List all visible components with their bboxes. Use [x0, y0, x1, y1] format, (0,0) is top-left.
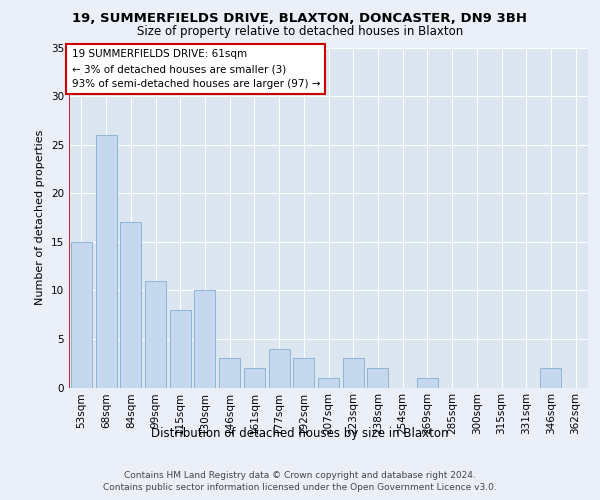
Bar — [194, 290, 215, 388]
Bar — [417, 378, 438, 388]
Bar — [541, 368, 562, 388]
Bar — [95, 135, 116, 388]
Text: Distribution of detached houses by size in Blaxton: Distribution of detached houses by size … — [151, 428, 449, 440]
Y-axis label: Number of detached properties: Number of detached properties — [35, 130, 46, 305]
Bar — [71, 242, 92, 388]
Bar — [170, 310, 191, 388]
Bar — [343, 358, 364, 388]
Text: 19, SUMMERFIELDS DRIVE, BLAXTON, DONCASTER, DN9 3BH: 19, SUMMERFIELDS DRIVE, BLAXTON, DONCAST… — [73, 12, 527, 26]
Text: 19 SUMMERFIELDS DRIVE: 61sqm
← 3% of detached houses are smaller (3)
93% of semi: 19 SUMMERFIELDS DRIVE: 61sqm ← 3% of det… — [71, 49, 320, 89]
Bar — [145, 280, 166, 388]
Text: Size of property relative to detached houses in Blaxton: Size of property relative to detached ho… — [137, 25, 463, 38]
Bar — [367, 368, 388, 388]
Bar — [219, 358, 240, 388]
Text: Contains public sector information licensed under the Open Government Licence v3: Contains public sector information licen… — [103, 482, 497, 492]
Bar — [244, 368, 265, 388]
Bar — [120, 222, 141, 388]
Bar — [269, 348, 290, 388]
Text: Contains HM Land Registry data © Crown copyright and database right 2024.: Contains HM Land Registry data © Crown c… — [124, 471, 476, 480]
Bar — [293, 358, 314, 388]
Bar — [318, 378, 339, 388]
